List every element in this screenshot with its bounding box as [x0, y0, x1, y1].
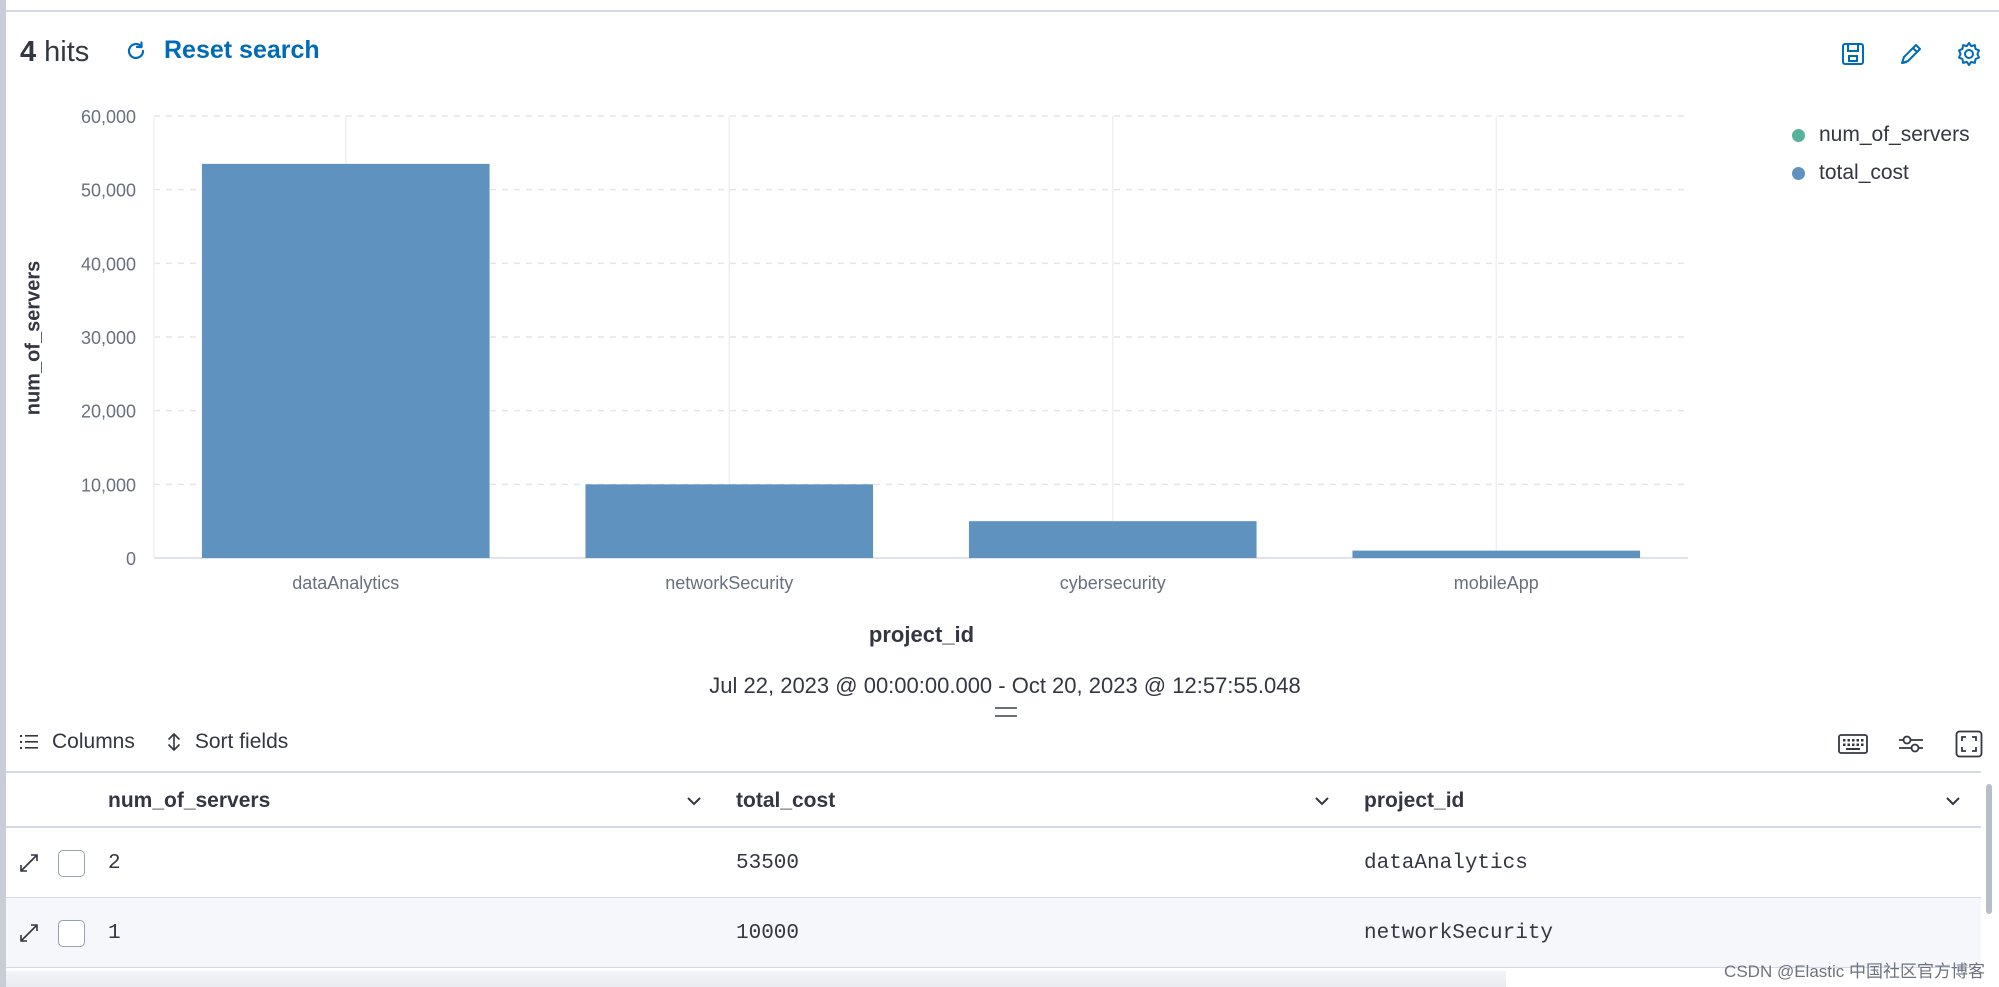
- y-tick-label: 30,000: [81, 328, 136, 348]
- top-divider: [6, 10, 1999, 12]
- legend-dot: [1792, 166, 1805, 180]
- y-tick-label: 50,000: [81, 181, 136, 201]
- refresh-icon: [127, 40, 145, 59]
- y-tick-label: 20,000: [81, 402, 136, 422]
- y-axis-label: num_of_servers: [22, 260, 45, 416]
- legend-item-total-cost[interactable]: total_cost: [1792, 154, 1970, 192]
- sort-fields-button[interactable]: Sort fields: [167, 730, 288, 754]
- x-tick-label: mobileApp: [1454, 573, 1539, 593]
- legend-label: total_cost: [1819, 161, 1909, 184]
- grid-header: num_of_servers total_cost project_id: [6, 771, 1981, 828]
- cell-total-cost[interactable]: 53500: [736, 851, 800, 875]
- column-header-label: project_id: [1364, 788, 1465, 812]
- left-border: [0, 0, 6, 987]
- y-tick-label: 10,000: [81, 475, 136, 495]
- hits-label: hits: [44, 36, 90, 68]
- hits-counter: 4 hits: [20, 36, 89, 69]
- bar-networkSecurity[interactable]: [585, 484, 874, 558]
- legend-label: num_of_servers: [1819, 123, 1970, 146]
- sort-fields-label: Sort fields: [194, 730, 289, 753]
- columns-label: Columns: [52, 730, 135, 753]
- cell-project-id[interactable]: dataAnalytics: [1364, 851, 1528, 875]
- row-checkbox[interactable]: [58, 850, 85, 877]
- reset-search-button[interactable]: Reset search: [124, 36, 320, 65]
- expand-icon[interactable]: [18, 852, 40, 874]
- grid-vertical-scrollbar[interactable]: [1986, 784, 1992, 914]
- x-tick-label: networkSecurity: [665, 573, 793, 593]
- list-icon: [20, 735, 38, 749]
- time-range-label: Jul 22, 2023 @ 00:00:00.000 - Oct 20, 20…: [709, 673, 1301, 698]
- chevron-down-icon[interactable]: [1312, 791, 1332, 811]
- x-tick-label: cybersecurity: [1060, 573, 1166, 593]
- row-checkbox[interactable]: [58, 920, 85, 947]
- cell-num-of-servers[interactable]: 1: [108, 921, 121, 945]
- cell-num-of-servers[interactable]: 2: [108, 851, 121, 875]
- reset-search-label: Reset search: [164, 36, 320, 64]
- column-header-num-of-servers[interactable]: num_of_servers: [108, 773, 722, 828]
- x-tick-label: dataAnalytics: [292, 573, 399, 593]
- chevron-down-icon[interactable]: [1943, 791, 1963, 811]
- legend-dot: [1792, 128, 1805, 142]
- panel-resize-handle[interactable]: [995, 707, 1017, 717]
- sort-icon: [168, 733, 180, 751]
- column-header-label: total_cost: [736, 788, 836, 812]
- fullscreen-icon[interactable]: [1953, 728, 1985, 760]
- next-row-fade: [6, 971, 1506, 987]
- data-grid: num_of_servers total_cost project_id 2 5…: [6, 771, 1981, 968]
- gear-icon[interactable]: [1953, 38, 1985, 70]
- column-header-project-id[interactable]: project_id: [1364, 773, 1981, 828]
- cell-total-cost[interactable]: 10000: [736, 921, 800, 945]
- save-icon[interactable]: [1837, 38, 1869, 70]
- legend-item-num-of-servers[interactable]: num_of_servers: [1792, 116, 1970, 154]
- bar-dataAnalytics[interactable]: [201, 163, 490, 558]
- watermark: CSDN @Elastic 中国社区官方博客: [1724, 962, 1985, 981]
- display-settings-icon[interactable]: [1895, 728, 1927, 760]
- keyboard-icon[interactable]: [1837, 728, 1869, 760]
- column-header-total-cost[interactable]: total_cost: [736, 773, 1350, 828]
- hits-count: 4: [20, 36, 37, 68]
- column-header-label: num_of_servers: [108, 788, 271, 812]
- bar-chart: 0 10,000 20,000 30,000 40,000 50,000 60,000 dat…: [81, 107, 1688, 593]
- bar-mobileApp[interactable]: [1352, 550, 1641, 558]
- x-axis-label: project_id: [868, 622, 975, 647]
- columns-button[interactable]: Columns: [20, 730, 135, 754]
- expand-icon[interactable]: [18, 922, 40, 944]
- y-tick-label: 40,000: [81, 254, 136, 274]
- chart-legend: num_of_servers total_cost: [1792, 116, 1970, 192]
- y-tick-label: 60,000: [81, 107, 136, 127]
- bar-cybersecurity[interactable]: [968, 521, 1257, 558]
- cell-project-id[interactable]: networkSecurity: [1364, 921, 1554, 945]
- y-tick-label: 0: [126, 549, 136, 569]
- table-row: 1 10000 networkSecurity: [6, 898, 1981, 968]
- pencil-icon[interactable]: [1895, 38, 1927, 70]
- table-row: 2 53500 dataAnalytics: [6, 828, 1981, 898]
- chevron-down-icon[interactable]: [684, 791, 704, 811]
